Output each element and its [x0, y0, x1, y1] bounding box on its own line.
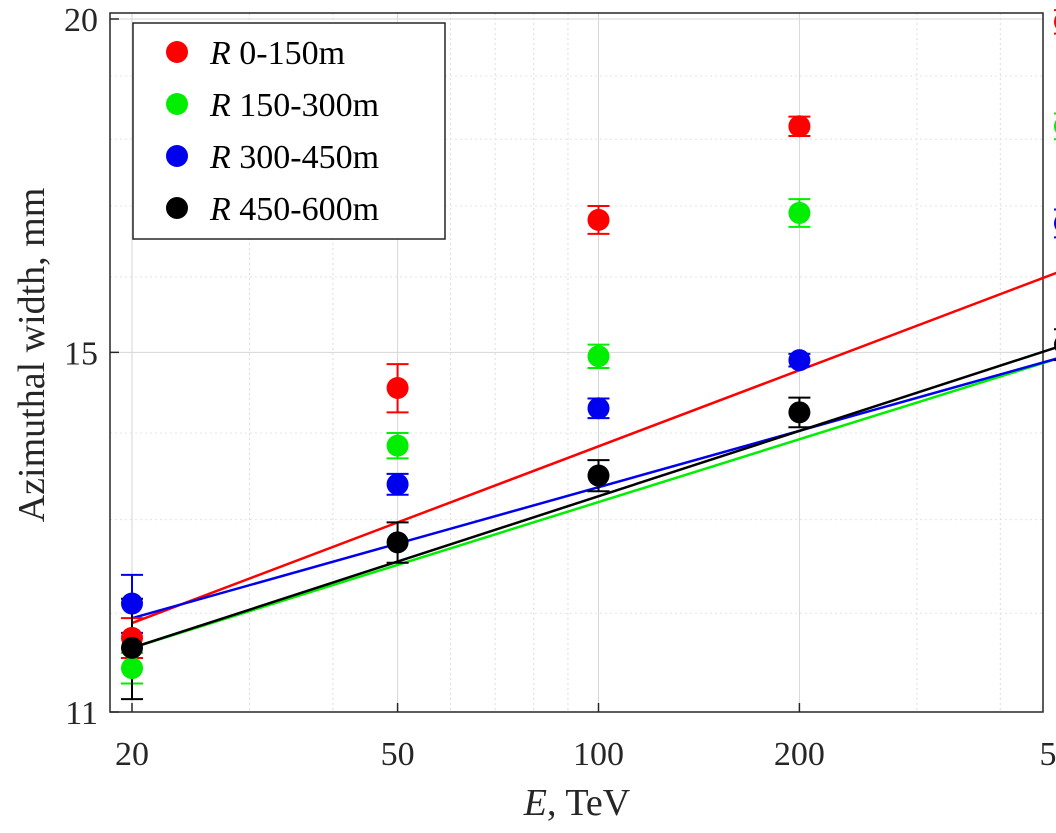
fit-line-450-600m: [131, 346, 1056, 650]
x-tick-label: 50: [381, 736, 415, 773]
fit-line-150-300m: [131, 357, 1056, 650]
data-point-300-450m: [788, 349, 811, 372]
legend-variable: R: [209, 35, 231, 72]
data-point-150-300m: [386, 434, 409, 457]
data-point-0-150m: [587, 208, 610, 231]
legend-variable: R: [209, 191, 231, 228]
data-point-450-600m: [788, 401, 811, 424]
data-points: [121, 15, 1056, 680]
data-point-150-300m: [788, 201, 811, 224]
data-point-0-150m: [788, 115, 811, 138]
y-tick-label: 11: [65, 695, 98, 732]
x-tick-label: 100: [573, 736, 624, 773]
legend-range: 450-600m: [231, 191, 379, 228]
data-point-450-600m: [121, 636, 143, 659]
legend-marker: [166, 145, 188, 167]
legend-marker: [166, 41, 188, 63]
fit-line-0-150m: [131, 271, 1056, 625]
data-point-150-300m: [587, 345, 610, 368]
legend-label: R 150-300m: [209, 87, 379, 124]
x-tick-label: 200: [774, 736, 825, 773]
x-axis-variable: E: [523, 782, 547, 824]
data-point-300-450m: [386, 473, 409, 496]
data-point-300-450m: [121, 592, 143, 615]
legend-label: R 300-450m: [209, 139, 379, 176]
y-tick-label: 15: [64, 335, 98, 372]
legend-variable: R: [209, 87, 231, 124]
legend-marker: [166, 93, 188, 115]
y-axis-title: Azimuthal width, mm: [11, 188, 53, 523]
data-point-450-600m: [587, 464, 610, 487]
x-tick-label: 20: [115, 736, 149, 773]
ticks: [110, 18, 801, 713]
tick-labels: 20 50 100 200 500 11 15 20: [64, 2, 1056, 773]
y-tick-label: 20: [64, 2, 98, 39]
legend-variable: R: [209, 139, 231, 176]
data-point-0-150m: [386, 376, 409, 399]
legend-range: 0-150m: [231, 35, 345, 72]
legend-range: 150-300m: [231, 87, 379, 124]
data-point-150-300m: [121, 657, 143, 680]
legend-marker: [166, 197, 188, 219]
data-point-450-600m: [386, 531, 409, 554]
legend-label: R 0-150m: [209, 35, 345, 72]
legend-label: R 450-600m: [209, 191, 379, 228]
x-axis-unit: , TeV: [547, 782, 631, 824]
data-point-300-450m: [587, 397, 610, 420]
legend-range: 300-450m: [231, 139, 379, 176]
x-tick-label: 500: [1040, 736, 1056, 773]
x-axis-title: E, TeV: [523, 782, 631, 824]
